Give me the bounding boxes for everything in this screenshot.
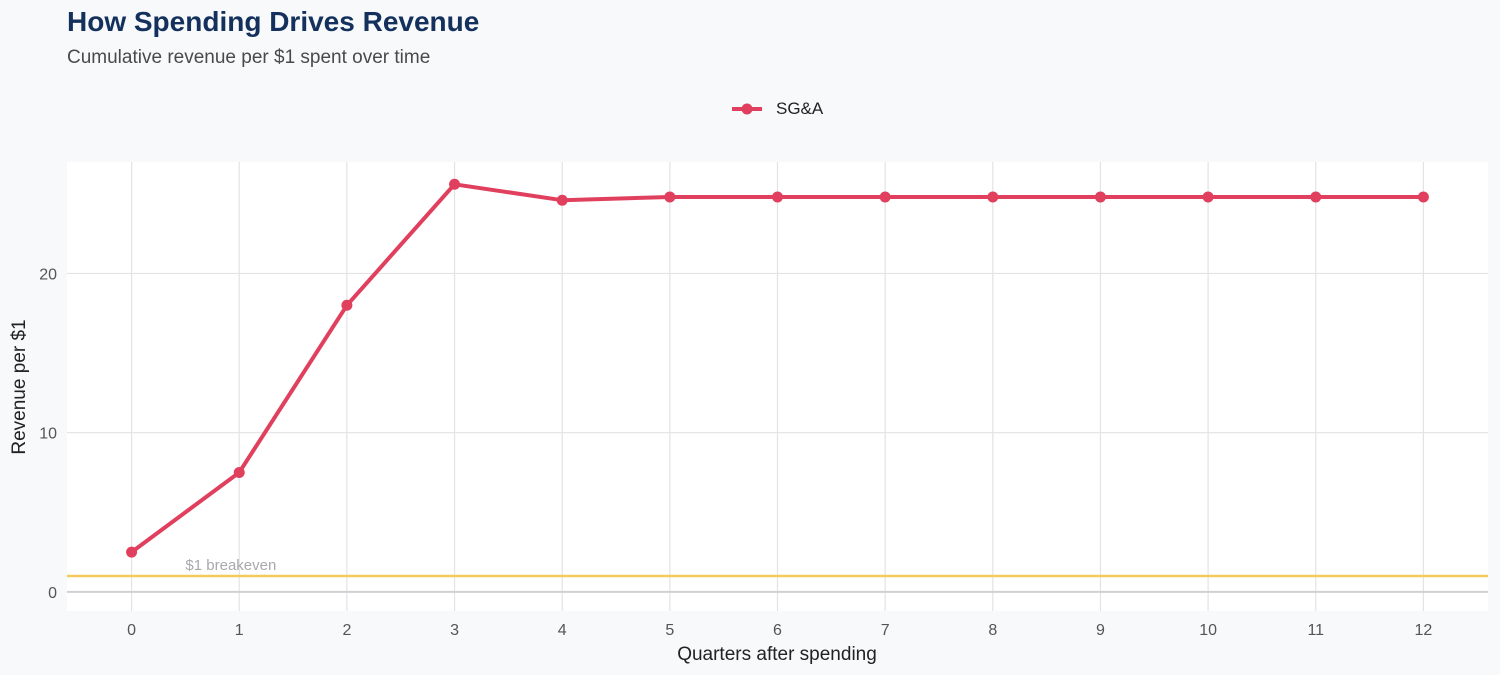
- y-tick-label: 0: [48, 585, 57, 602]
- data-point: [233, 466, 245, 478]
- y-axis-label: Revenue per $1: [9, 319, 30, 454]
- x-tick-label: 1: [235, 622, 244, 639]
- legend: SG&A: [732, 99, 823, 119]
- y-gridlines: [67, 272, 1488, 434]
- data-point: [1094, 191, 1106, 203]
- data-point: [126, 546, 138, 558]
- y-tick-label: 10: [39, 426, 57, 443]
- x-tick-label: 5: [665, 622, 674, 639]
- data-point: [1310, 191, 1322, 203]
- x-tick-label: 12: [1415, 622, 1433, 639]
- x-tick-label: 3: [450, 622, 459, 639]
- legend-swatch-sga: [732, 103, 762, 115]
- chart-subtitle: Cumulative revenue per $1 spent over tim…: [67, 47, 431, 68]
- x-tick-label: 2: [342, 622, 351, 639]
- data-point: [879, 191, 891, 203]
- x-tick-label: 6: [773, 622, 782, 639]
- legend-label-sga: SG&A: [776, 99, 824, 118]
- data-point: [1417, 191, 1429, 203]
- x-tick-label: 8: [988, 622, 997, 639]
- x-tick-labels: 0 1 2 3 4 5 6 7 8 9 10 11 12: [127, 622, 1432, 639]
- x-tick-label: 9: [1096, 622, 1105, 639]
- reference-layer: $1 breakeven: [67, 557, 1488, 593]
- data-point: [987, 191, 999, 203]
- x-tick-label: 4: [558, 622, 567, 639]
- data-point: [556, 194, 568, 206]
- data-point: [341, 299, 353, 311]
- x-tick-label: 7: [881, 622, 890, 639]
- y-tick-label: 20: [39, 266, 57, 283]
- data-point: [664, 191, 676, 203]
- chart-title: How Spending Drives Revenue: [67, 6, 480, 37]
- x-gridlines: [130, 162, 1425, 611]
- data-point: [772, 191, 783, 203]
- data-point: [449, 178, 461, 190]
- breakeven-label: $1 breakeven: [185, 557, 276, 574]
- data-point: [1202, 191, 1214, 203]
- x-tick-label: 11: [1307, 622, 1324, 639]
- x-tick-label: 0: [127, 622, 136, 639]
- x-axis-label: Quarters after spending: [677, 644, 877, 665]
- x-tick-label: 10: [1199, 622, 1217, 639]
- series-layer: [126, 178, 1429, 558]
- y-tick-labels: 0 10 20: [39, 266, 57, 601]
